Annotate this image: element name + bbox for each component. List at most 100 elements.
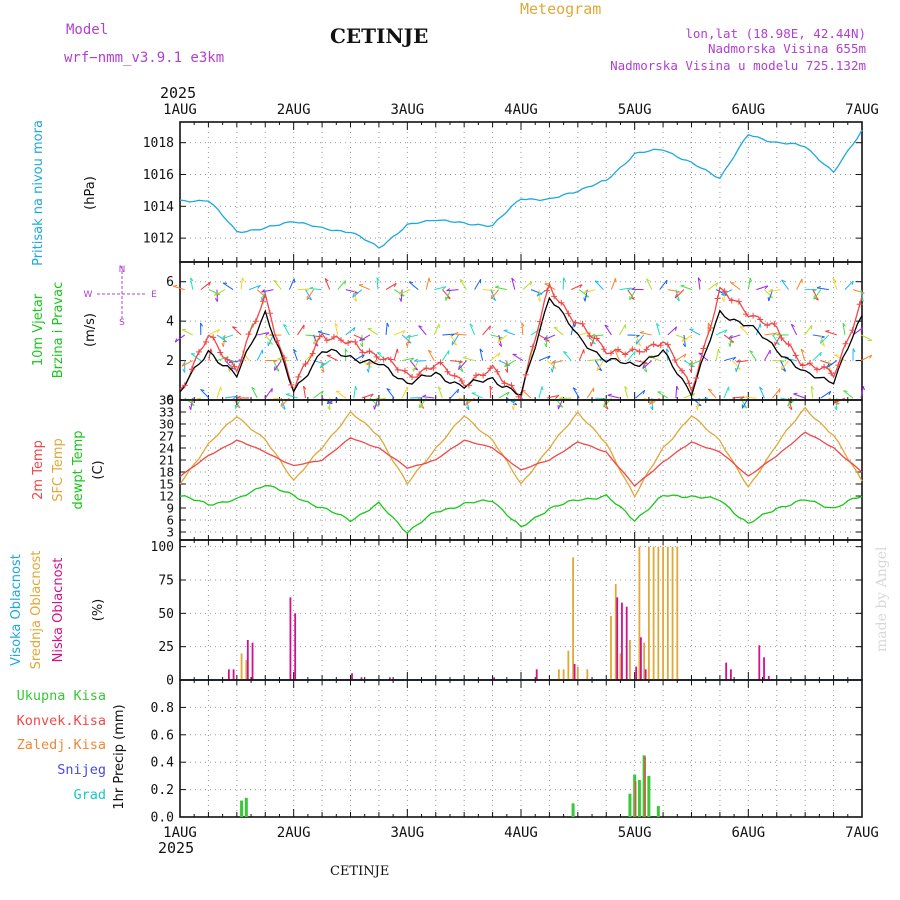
wind-barb <box>401 386 408 399</box>
precip-ylabel: 1hr Precip (mm) <box>112 704 127 809</box>
low-cloud-bar <box>763 657 765 680</box>
wind-barb <box>591 334 604 337</box>
gust-marker <box>849 327 856 334</box>
wind-barb-head <box>810 325 813 330</box>
gust-marker <box>338 337 345 344</box>
mid-cloud-bar <box>562 669 565 680</box>
wind-barb-head <box>689 368 692 373</box>
station-title: CETINJE <box>330 24 428 48</box>
mid-cloud-title: Srednja Oblacnost <box>29 551 44 670</box>
y-tick-label: 6 <box>166 275 174 290</box>
wind-barb <box>681 334 693 343</box>
wind-barb <box>482 289 495 291</box>
gust-marker <box>544 287 551 294</box>
y-tick-label: 33 <box>159 405 174 420</box>
gust-marker <box>742 311 749 318</box>
y-tick-label: 24 <box>159 441 174 456</box>
wind-barb <box>667 289 680 293</box>
x-tick-label-bottom: 3AUG <box>390 825 424 841</box>
mid-cloud-bar <box>629 640 631 680</box>
gust-marker <box>792 352 799 359</box>
high-cloud-title: Visoka Oblacnost <box>9 554 24 666</box>
wind-barb-head <box>649 400 652 405</box>
gust-marker <box>430 364 437 371</box>
wind-barb <box>730 282 741 291</box>
wind-barb-head <box>506 391 510 396</box>
gust-marker <box>487 365 494 372</box>
wind-barb-head <box>595 280 600 283</box>
y-tick-label: 27 <box>159 429 174 444</box>
wind-barb <box>393 330 406 336</box>
wind-barb-head <box>352 293 355 298</box>
temp-ylabel: (C) <box>91 460 106 479</box>
wind-barb <box>361 334 364 347</box>
total-precip-bar <box>240 800 244 817</box>
gust-marker <box>458 378 465 385</box>
gust-marker <box>814 366 821 373</box>
wind-barb-head <box>572 387 577 391</box>
wind-barb <box>715 329 728 336</box>
x-tick-label-top: 6AUG <box>731 102 765 118</box>
x-tick-label-top: 3AUG <box>390 102 424 118</box>
wind-barb-head <box>465 406 470 411</box>
wind-barb <box>506 360 509 373</box>
gust-marker <box>679 367 686 374</box>
wind-barb-head <box>676 385 679 390</box>
mid-cloud-bar <box>576 666 579 680</box>
wind-barb <box>459 279 467 290</box>
wind-barb <box>174 334 186 343</box>
wind-barb <box>724 356 736 362</box>
pressure-title: Pritisak na nivou mora <box>31 120 46 266</box>
wind-barb-head <box>221 342 224 348</box>
wind-barb <box>232 326 242 336</box>
wind-barb-head <box>334 322 339 327</box>
wind-barb-head <box>790 323 795 327</box>
wind-barb <box>412 360 419 372</box>
wind-barb-head <box>780 366 783 371</box>
x-tick-label-top: 7AUG <box>845 102 879 118</box>
wind-barb <box>744 396 757 399</box>
wind-barb <box>427 349 435 361</box>
wind-barb <box>451 334 459 346</box>
wind-barb-head <box>190 277 194 282</box>
gust-marker <box>558 299 565 306</box>
wind-barb-head <box>728 386 730 391</box>
wind-barb-head <box>558 396 563 400</box>
wind-barb <box>781 279 789 290</box>
gust-marker <box>522 371 529 378</box>
gust-marker <box>828 370 835 377</box>
wind-barb <box>812 289 819 301</box>
gust-marker <box>856 301 863 308</box>
wind-barb-head <box>642 364 645 369</box>
wind-barb-head <box>674 293 677 299</box>
wind-barb-head <box>682 343 686 348</box>
gust-marker <box>650 341 657 348</box>
wind-barb <box>222 282 234 291</box>
gust-marker <box>515 393 522 400</box>
wind-barb <box>441 350 450 361</box>
wind-barb <box>445 289 451 301</box>
wind-barb <box>772 388 781 399</box>
wind-barb-head <box>321 390 324 395</box>
wind-barb-head <box>842 322 846 327</box>
wind-barb <box>572 387 580 399</box>
precip-labels: Ukupna Kisa Konvek.Kisa Zaledj.Kisa Snij… <box>17 688 127 810</box>
total-precip-bar <box>633 774 637 817</box>
temp2m-title: 2m Temp <box>31 440 46 500</box>
wind-barb <box>283 324 290 336</box>
altitude-label: Nadmorska Visina 655m <box>708 41 866 56</box>
gust-marker <box>203 338 210 345</box>
wind-barb <box>240 277 243 290</box>
wind-barb <box>832 278 838 290</box>
gust-marker <box>686 380 693 387</box>
gust-marker <box>231 363 238 370</box>
y-tick-label: 0 <box>166 394 174 409</box>
wind-barb <box>506 397 518 405</box>
wind-barb <box>422 396 435 399</box>
wind-barb <box>619 287 632 291</box>
wind-barb-head <box>303 385 307 390</box>
mid-cloud-bar <box>240 653 243 680</box>
wind-barb <box>490 352 501 361</box>
wind-barb <box>221 334 234 340</box>
wind-barb <box>562 351 572 361</box>
